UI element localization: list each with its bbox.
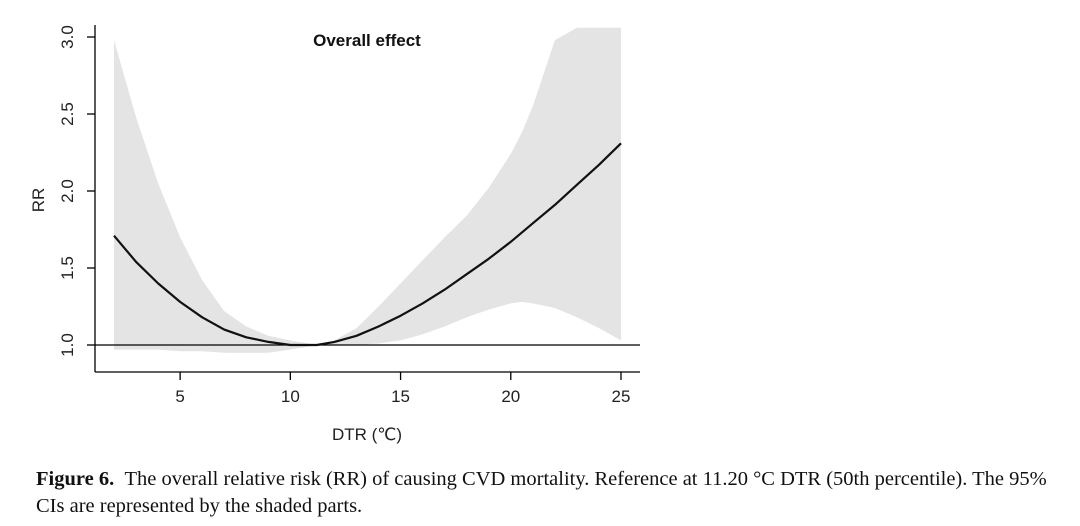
y-axis-label: RR <box>29 188 48 213</box>
y-tick-label: 1.5 <box>58 256 77 280</box>
figure-caption: Figure 6. The overall relative risk (RR)… <box>36 466 1076 520</box>
chart: 5 10 15 20 251.01.52.02.53.0 Overall effect … <box>29 25 640 444</box>
y-tick-label: 1.0 <box>58 333 77 357</box>
y-tick-label: 2.5 <box>58 102 77 126</box>
ci-band <box>114 27 621 353</box>
x-tick-label: 15 <box>391 387 410 406</box>
x-tick-label: 25 <box>612 387 631 406</box>
y-tick-label: 3.0 <box>58 25 77 49</box>
y-tick-label: 2.0 <box>58 179 77 203</box>
x-axis-label: DTR (℃) <box>332 425 402 444</box>
rr-line <box>113 142 622 347</box>
x-tick-label: 20 <box>501 387 520 406</box>
caption-label: Figure 6. <box>36 468 115 490</box>
x-tick-label: 10 <box>281 387 300 406</box>
chart-title: Overall effect <box>313 31 421 50</box>
x-tick-label: 5 <box>175 387 184 406</box>
caption-text: The overall relative risk (RR) of causin… <box>36 468 1047 517</box>
